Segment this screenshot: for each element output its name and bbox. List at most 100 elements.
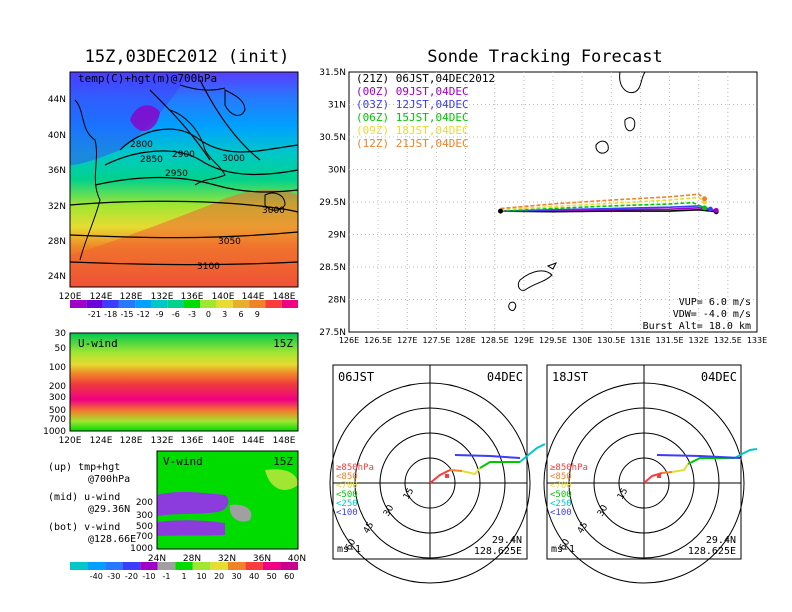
level-label: <500 [550, 490, 572, 500]
lat-label: 28N [183, 554, 201, 564]
map700-contour-labels: 2800 2850 2900 2950 3000 3000 3050 3100 [130, 140, 285, 272]
lon-label: 140E [212, 292, 235, 302]
colorbar-label: 20 [214, 572, 224, 581]
p-label: 700 [136, 532, 153, 542]
vwind-label: V-wind [163, 455, 203, 468]
colorbar-swatch [86, 300, 103, 308]
lon-label: 144E [242, 292, 265, 302]
colorbar-swatch [175, 562, 193, 570]
level-label: <700 [336, 481, 358, 491]
colorbar-swatch [135, 300, 152, 308]
colorbar-label: 9 [255, 310, 260, 319]
colorbar-swatch [210, 562, 228, 570]
lon-label: 140E [212, 436, 235, 446]
hodograph-left: 06JST 04DEC 15 30 45 60 ≥850hPa <850 <70… [329, 364, 546, 584]
colorbar-label: -20 [125, 572, 138, 581]
colorbar-swatch [249, 300, 266, 308]
colorbar-label: -1 [162, 572, 170, 581]
ring-label: 15 [616, 487, 630, 502]
colorbar-label: 60 [284, 572, 294, 581]
p-label: 30 [55, 329, 67, 339]
lat-label: 29N [328, 231, 346, 241]
colorbar-swatch [192, 562, 211, 570]
map700-frame [69, 71, 299, 288]
vwind-panel: V-wind 15Z 200 300 500 700 1000 24N 28N … [70, 450, 306, 581]
track-lat-labels: 31.5N 31N 30.5N 30N 29.5N 29N 28.5N 28N 27.5N [319, 68, 346, 338]
legend-line: (mid) u-wind [48, 492, 120, 503]
p-label: 300 [49, 393, 66, 403]
track-line [500, 193, 706, 210]
colorbar-swatch [122, 562, 141, 570]
vwind-neg-2 [157, 520, 225, 536]
lat-label: 32N [218, 554, 236, 564]
contour-label: 3000 [262, 206, 285, 216]
lon-label: 130E [572, 336, 592, 345]
map700-cold-blob [70, 72, 190, 165]
track-coastlines [508, 71, 646, 311]
vwind-neutral [229, 504, 252, 522]
level-label: <700 [550, 481, 572, 491]
lat-label: 24N [48, 272, 66, 282]
lat-label: 27.5N [319, 328, 346, 338]
level-label: <100 [550, 508, 572, 518]
lon-label: 144E [242, 436, 265, 446]
colorbar-label: -18 [104, 310, 117, 319]
track-lines [498, 193, 719, 215]
vwind-time: 15Z [273, 455, 293, 468]
track-end-point [707, 206, 713, 212]
track-lon-labels: 126E 126.5E 127E 127.5E 128E 128.5E 129E 129.5E… [339, 336, 767, 345]
contour-label: 2950 [165, 169, 188, 179]
vwind-neg-1 [157, 491, 229, 516]
lon-label: 148E [273, 436, 296, 446]
colorbar-swatch [105, 562, 123, 570]
p-label: 500 [136, 522, 153, 532]
legend-line: @128.66E [88, 534, 136, 545]
colorbar-label: -9 [156, 310, 164, 319]
lon-label: 131E [630, 336, 650, 345]
lat-label: 31N [328, 101, 346, 111]
track-params: VUP= 6.0 m/s VDW= -4.0 m/s Burst Alt= 18… [643, 297, 751, 332]
lat-label: 28N [328, 296, 346, 306]
colorbar-swatch [184, 300, 201, 308]
contour-label: 3100 [197, 262, 220, 272]
main-title: Sonde Tracking Forecast [427, 47, 662, 67]
lon-label: 132.5E [714, 336, 742, 345]
map700-height-contours [69, 79, 299, 266]
level-label: <100 [336, 508, 358, 518]
lat-label: 30N [328, 166, 346, 176]
hodo-date: 04DEC [701, 370, 737, 384]
colorbar-label: 0 [206, 310, 211, 319]
map700-colorbar: -21 -18 -15 -12 -9 -6 -3 0 3 6 9 [70, 300, 298, 319]
map700-lon-labels: 120E 124E 128E 132E 136E 140E 144E 148E [59, 292, 296, 302]
run-label: (00Z) 09JST,04DEC [356, 85, 469, 98]
lon-label: 132E [151, 292, 174, 302]
vdw-text: VDW= -4.0 m/s [673, 309, 751, 320]
lon-label: 120E [59, 292, 82, 302]
colorbar-swatch [281, 300, 298, 308]
colorbar-swatch [265, 300, 282, 308]
lon-label: 136E [181, 436, 204, 446]
lon-label: 132E [689, 336, 709, 345]
lon-label: 128.5E [481, 336, 509, 345]
lon-label: 127E [397, 336, 417, 345]
level-label: ≥850hPa [550, 463, 588, 473]
ring-label: 45 [362, 521, 376, 536]
contour-label: 3000 [222, 154, 245, 164]
colorbar-swatch [151, 300, 168, 308]
hodo-unit: ms-1 [337, 544, 361, 555]
uwind-panel: U-wind 15Z 30 50 100 200 300 500 700 100… [43, 329, 299, 446]
track-line [500, 208, 717, 213]
vwind-lat-labels: 24N 28N 32N 36N 40N [148, 554, 306, 564]
uwind-label: U-wind [78, 337, 118, 350]
map700-cold-core [130, 105, 160, 132]
left-legend: (up) tmp+hgt @700hPa (mid) u-wind @29.36… [48, 462, 136, 545]
lon-label: 131.5E [656, 336, 684, 345]
colorbar-label: -6 [172, 310, 180, 319]
map700-coastlines [74, 84, 286, 261]
hodo-unit: ms-1 [551, 544, 575, 555]
vwind-frame [156, 450, 299, 550]
ring-label: 15 [402, 487, 416, 502]
colorbar-label: -30 [107, 572, 120, 581]
contour-label: 2900 [172, 150, 195, 160]
lon-label: 124E [90, 292, 113, 302]
